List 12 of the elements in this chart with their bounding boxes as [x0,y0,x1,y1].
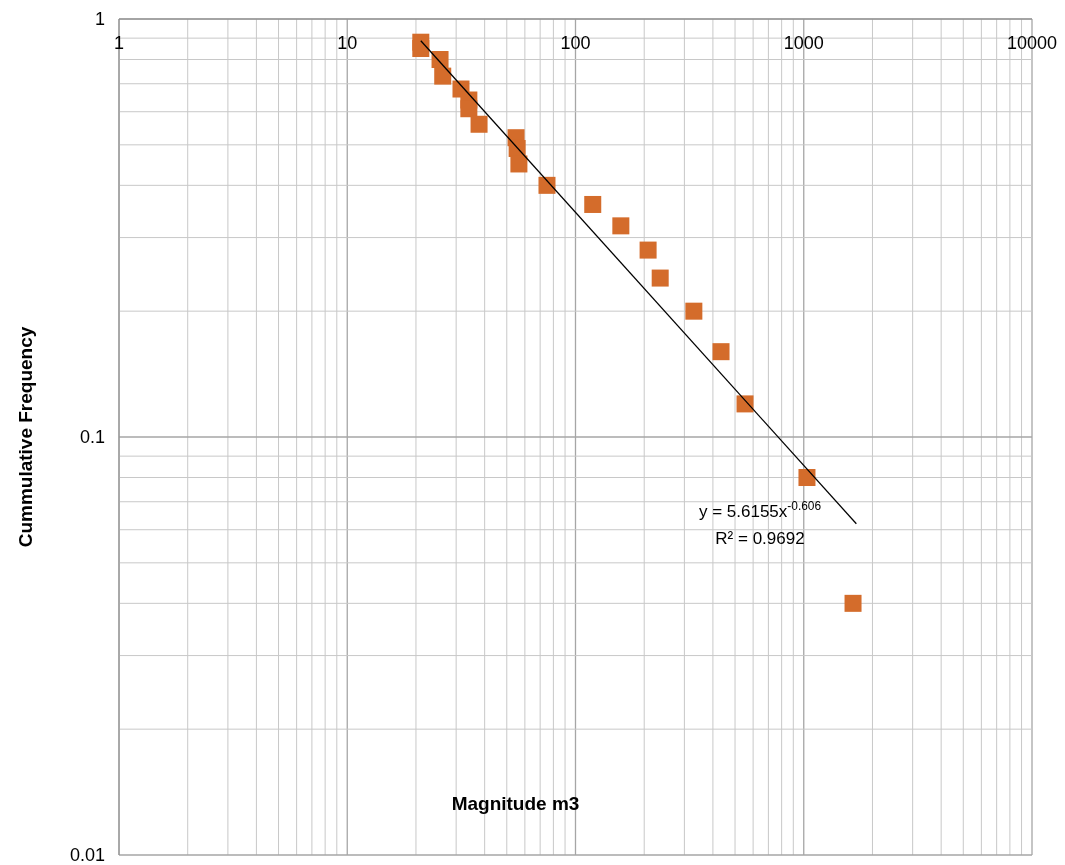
x-axis-title: Magnitude m3 [451,793,580,814]
x-tick-label: 100 [560,33,591,53]
annotation: R² = 0.9692 [715,529,805,548]
x-tick-label: 10000 [1006,33,1058,53]
annotation: y = 5.6155x$^{-0.606}$ [698,499,822,521]
x-tick-label: 1000 [783,33,824,53]
x-tick-label: 10 [337,33,358,53]
x-tick-label: 1 [113,33,125,53]
y-axis-title: Cummulative Frequency [15,326,36,548]
y-tick-label: 1 [94,9,105,29]
y-tick-label: 0.1 [79,427,105,447]
y-tick-label: 0.01 [69,845,105,865]
